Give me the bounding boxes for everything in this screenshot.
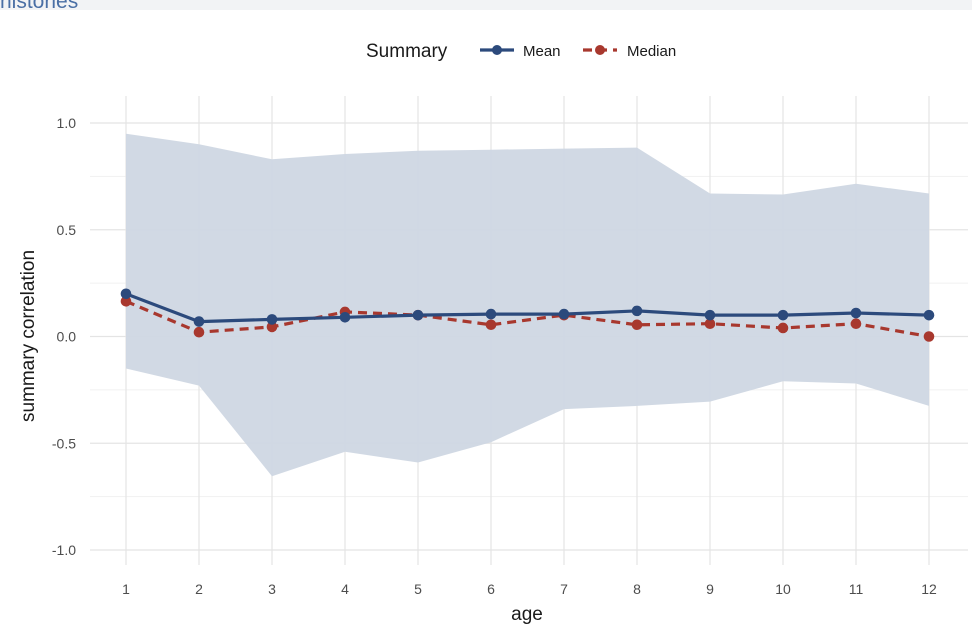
data-point-median <box>631 319 643 331</box>
data-point-mean <box>193 316 205 327</box>
y-tick-label: -0.5 <box>52 435 76 451</box>
data-point-median <box>193 326 205 338</box>
range-band <box>126 133 929 477</box>
series-line-median <box>125 299 930 339</box>
x-tick-label: 11 <box>849 581 864 597</box>
legend-median-marker <box>595 45 605 55</box>
data-point-median <box>266 321 278 333</box>
min-max-band <box>126 133 929 477</box>
legend-item-median: Median <box>583 43 676 60</box>
x-axis-title: age <box>511 604 543 625</box>
x-tick-label: 4 <box>341 581 349 597</box>
x-tick-label: 1 <box>122 581 130 597</box>
data-point-median <box>485 319 497 331</box>
page-heading-fragment: nistories <box>0 0 79 13</box>
data-point-mean <box>558 308 570 320</box>
data-point-mean <box>485 308 497 320</box>
data-point-median <box>923 331 935 342</box>
x-tick-label: 8 <box>633 581 641 597</box>
data-point-mean <box>631 305 643 317</box>
y-axis-title: summary correlation <box>18 250 39 422</box>
data-point-median <box>704 318 716 329</box>
x-tick-label: 12 <box>921 581 937 597</box>
x-tick-label: 10 <box>775 581 791 597</box>
data-point-mean <box>266 314 278 325</box>
x-tick-label: 7 <box>560 581 568 597</box>
x-axis-ticks: 1 2 3 4 5 6 7 8 9 10 11 12 <box>122 581 937 597</box>
data-point-mean <box>120 288 132 300</box>
legend-mean-marker <box>492 45 502 55</box>
data-point-median <box>777 322 789 334</box>
legend-item-mean: Mean <box>480 43 561 60</box>
x-tick-label: 2 <box>195 581 203 597</box>
x-tick-label: 6 <box>487 581 495 597</box>
data-point-mean <box>339 311 351 323</box>
y-tick-label: 0.0 <box>57 329 77 345</box>
x-tick-label: 9 <box>706 581 714 597</box>
legend-mean-label: Mean <box>523 43 561 60</box>
x-tick-label: 3 <box>268 581 276 597</box>
x-tick-label: 5 <box>414 581 422 597</box>
data-point-median <box>120 295 132 307</box>
data-point-mean <box>412 309 424 321</box>
y-tick-label: 1.0 <box>57 115 77 131</box>
data-point-median <box>850 318 862 329</box>
data-point-mean <box>704 309 716 321</box>
data-point-mean <box>923 309 935 321</box>
data-point-mean <box>850 307 862 319</box>
top-strip <box>0 0 972 10</box>
data-point-mean <box>777 309 789 321</box>
legend: Summary Mean Median <box>366 41 676 62</box>
y-tick-label: -1.0 <box>52 542 76 558</box>
legend-median-label: Median <box>627 43 676 60</box>
legend-title: Summary <box>366 41 448 62</box>
series-layer <box>120 288 935 342</box>
y-axis-ticks: -1.0 -0.5 0.0 0.5 1.0 <box>52 115 76 558</box>
y-tick-label: 0.5 <box>57 222 77 238</box>
series-line-mean <box>125 292 930 324</box>
